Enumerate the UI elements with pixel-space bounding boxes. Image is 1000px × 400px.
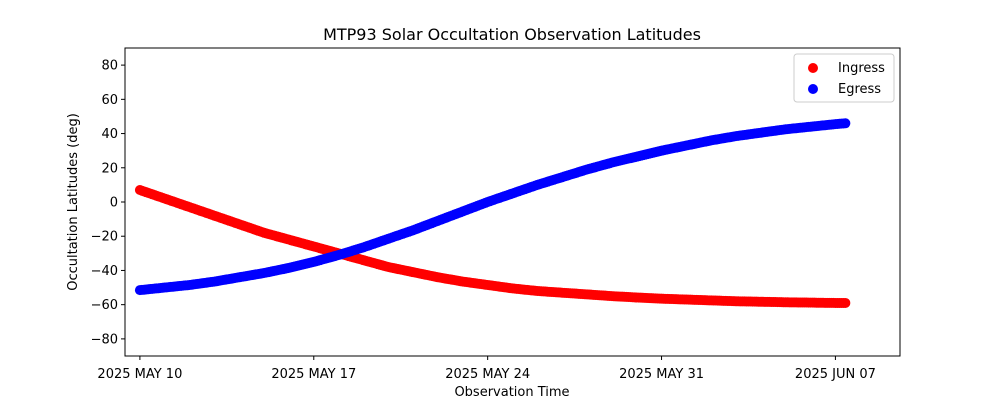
legend-label-egress: Egress (838, 82, 881, 97)
data-point (840, 297, 851, 308)
data-points (134, 118, 851, 308)
series-egress (134, 118, 851, 296)
data-point (840, 118, 851, 129)
y-tick-label: 0 (110, 196, 118, 211)
x-tick-label: 2025 MAY 17 (271, 367, 356, 382)
y-tick-label: −60 (91, 298, 118, 313)
legend: Ingress Egress (793, 53, 895, 103)
y-tick-label: −20 (91, 230, 118, 245)
x-axis-ticks: 2025 MAY 10 2025 MAY 17 2025 MAY 24 2025 MA… (97, 356, 876, 382)
series-ingress (134, 185, 851, 308)
y-axis-ticks: −80 −60 −40 −20 0 20 40 60 80 (91, 59, 125, 347)
x-tick-label: 2025 MAY 31 (619, 367, 704, 382)
x-tick-label: 2025 MAY 24 (445, 367, 530, 382)
x-axis-label: Observation Time (454, 385, 569, 400)
legend-marker-egress (808, 84, 818, 94)
x-tick-label: 2025 JUN 07 (795, 367, 876, 382)
y-tick-label: 80 (101, 59, 118, 74)
y-tick-label: −40 (91, 264, 118, 279)
legend-label-ingress: Ingress (838, 61, 885, 76)
y-tick-label: −80 (91, 332, 118, 347)
x-tick-label: 2025 MAY 10 (97, 367, 182, 382)
chart-title: MTP93 Solar Occultation Observation Lati… (323, 25, 701, 44)
y-tick-label: 60 (101, 93, 118, 108)
plot-area-frame (124, 47, 901, 357)
y-tick-label: 40 (101, 127, 118, 142)
y-tick-label: 20 (101, 161, 118, 176)
y-axis-label: Occultation Latitudes (deg) (66, 113, 81, 291)
legend-marker-ingress (808, 63, 818, 73)
legend-box (793, 53, 895, 103)
